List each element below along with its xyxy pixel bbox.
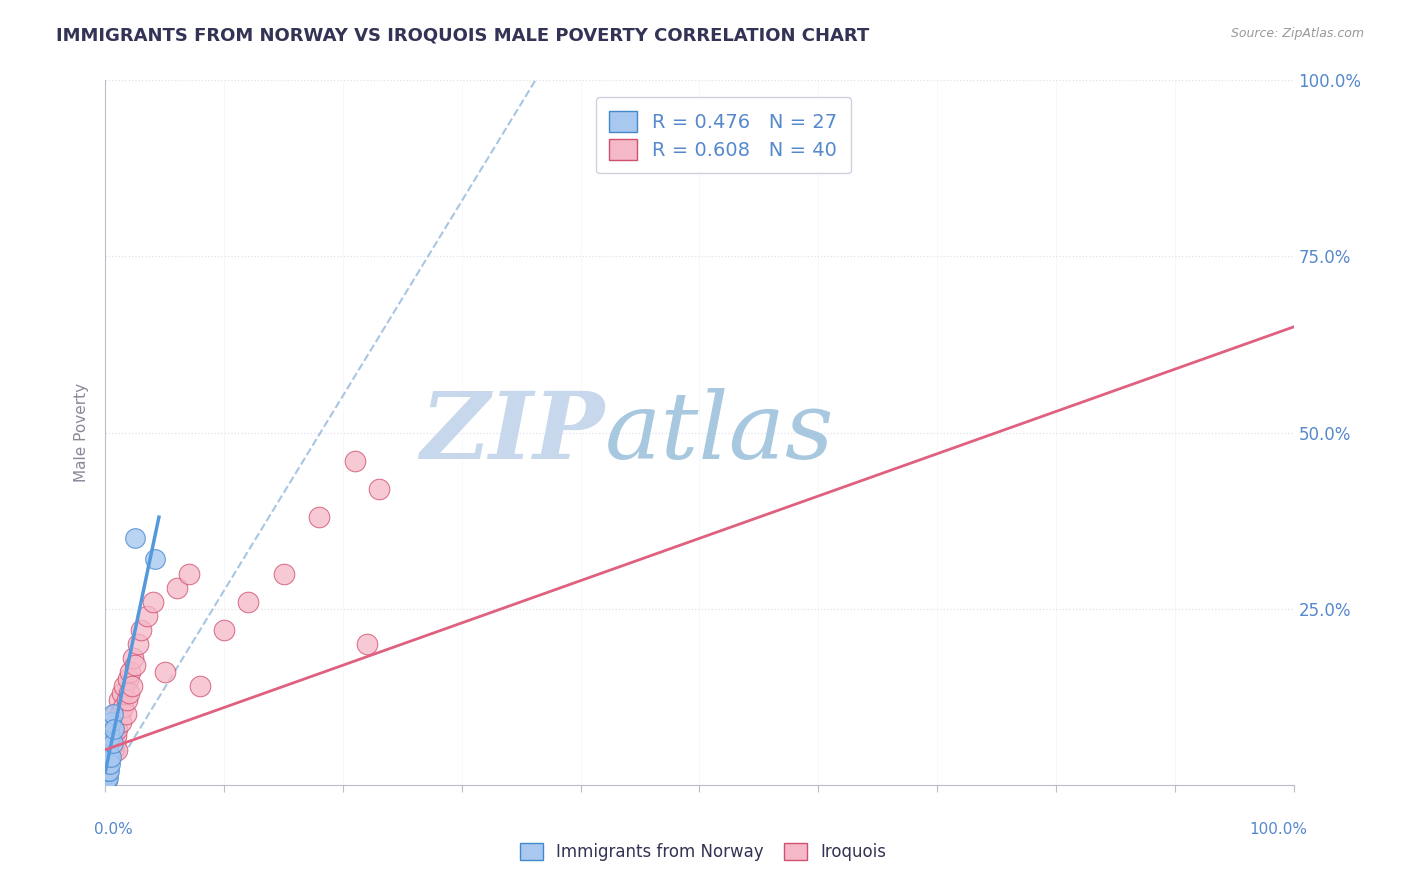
- Point: [98, 736, 121, 750]
- Text: 0.0%: 0.0%: [94, 822, 134, 837]
- Point: [308, 510, 330, 524]
- Point: [190, 679, 212, 693]
- Point: [98, 756, 121, 771]
- Text: Source: ZipAtlas.com: Source: ZipAtlas.com: [1230, 27, 1364, 40]
- Point: [100, 736, 122, 750]
- Point: [124, 658, 146, 673]
- Point: [108, 707, 131, 722]
- Point: [100, 729, 122, 743]
- Point: [120, 665, 142, 680]
- Point: [356, 637, 378, 651]
- Point: [97, 756, 120, 771]
- Point: [96, 756, 118, 771]
- Point: [166, 581, 188, 595]
- Point: [97, 771, 120, 785]
- Point: [101, 742, 124, 756]
- Point: [96, 764, 118, 778]
- Point: [236, 595, 259, 609]
- Point: [96, 760, 118, 774]
- Point: [177, 566, 200, 581]
- Point: [100, 749, 122, 764]
- Y-axis label: Male Poverty: Male Poverty: [75, 383, 90, 483]
- Legend: Immigrants from Norway, Iroquois: Immigrants from Norway, Iroquois: [513, 836, 893, 868]
- Point: [121, 679, 143, 693]
- Point: [96, 767, 118, 781]
- Point: [112, 700, 135, 714]
- Point: [343, 454, 366, 468]
- Point: [101, 707, 124, 722]
- Point: [97, 749, 120, 764]
- Point: [114, 707, 136, 722]
- Point: [105, 729, 128, 743]
- Point: [104, 707, 127, 722]
- Point: [214, 623, 236, 637]
- Point: [101, 736, 124, 750]
- Point: [98, 742, 121, 756]
- Point: [97, 749, 120, 764]
- Point: [96, 764, 118, 778]
- Point: [97, 736, 120, 750]
- Point: [107, 693, 129, 707]
- Point: [110, 714, 132, 729]
- Point: [121, 651, 143, 665]
- Point: [117, 673, 139, 687]
- Point: [136, 608, 159, 623]
- Point: [118, 686, 141, 700]
- Point: [153, 665, 176, 680]
- Point: [98, 722, 121, 736]
- Point: [103, 722, 125, 736]
- Point: [103, 722, 125, 736]
- Point: [127, 637, 149, 651]
- Point: [115, 693, 138, 707]
- Point: [129, 623, 152, 637]
- Point: [105, 722, 128, 736]
- Point: [367, 482, 389, 496]
- Point: [96, 771, 118, 785]
- Point: [97, 764, 120, 778]
- Point: [114, 679, 136, 693]
- Point: [105, 742, 128, 756]
- Point: [100, 714, 122, 729]
- Point: [98, 729, 121, 743]
- Point: [96, 771, 118, 785]
- Point: [273, 566, 295, 581]
- Text: atlas: atlas: [605, 388, 834, 477]
- Text: IMMIGRANTS FROM NORWAY VS IROQUOIS MALE POVERTY CORRELATION CHART: IMMIGRANTS FROM NORWAY VS IROQUOIS MALE …: [56, 27, 869, 45]
- Point: [97, 742, 120, 756]
- Text: ZIP: ZIP: [420, 388, 605, 477]
- Point: [98, 764, 121, 778]
- Point: [143, 552, 166, 566]
- Legend: R = 0.476   N = 27, R = 0.608   N = 40: R = 0.476 N = 27, R = 0.608 N = 40: [596, 97, 851, 173]
- Point: [104, 736, 127, 750]
- Text: 100.0%: 100.0%: [1250, 822, 1308, 837]
- Point: [111, 686, 134, 700]
- Point: [142, 595, 165, 609]
- Point: [124, 532, 146, 546]
- Point: [96, 774, 118, 789]
- Point: [98, 749, 121, 764]
